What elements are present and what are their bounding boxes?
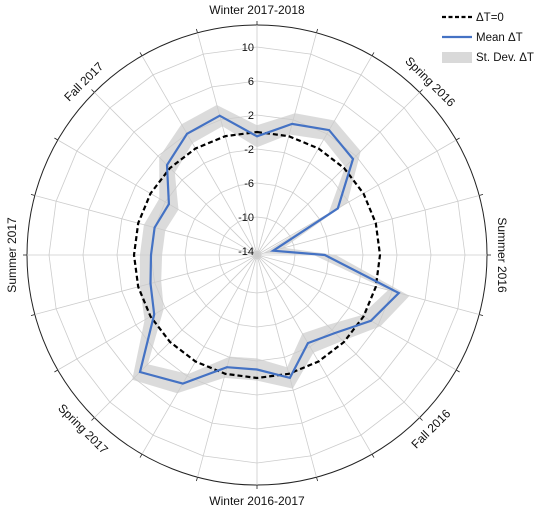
outer-tick-13: [196, 477, 198, 482]
grid-ring--14: [252, 250, 262, 260]
r-tick-label: 10: [242, 42, 254, 54]
outer-tick-20: [54, 137, 59, 141]
mean-point-20: [168, 203, 170, 206]
spoke-15: [94, 254, 258, 418]
outer-tick-11: [316, 477, 318, 482]
legend-swatch-stdev: [442, 52, 472, 63]
season-label: Winter 2016-2017: [209, 494, 305, 508]
zero-reference-line: [132, 130, 382, 380]
mean-point-3: [352, 158, 354, 160]
legend: ΔT=0 Mean ΔT St. Dev. ΔT: [442, 12, 534, 64]
mean-point-23: [218, 114, 221, 117]
mean-point-2: [328, 129, 330, 132]
outer-tick-15: [91, 417, 95, 421]
outer-tick-14: [139, 453, 143, 458]
outer-tick-7: [479, 314, 484, 316]
tick-label-layer: 10 6 2 -2 -6 -10 -14: [238, 42, 254, 258]
mean-point-12: [256, 368, 258, 371]
mean-point-13: [226, 366, 228, 369]
outer-tick-17: [30, 314, 35, 316]
r-tick-label: -2: [244, 144, 254, 156]
grid-ring--10: [218, 216, 296, 294]
spoke-7: [256, 254, 480, 315]
grid-ring--2: [150, 148, 364, 362]
outer-tick-22: [139, 52, 143, 57]
mean-point-9: [334, 332, 336, 334]
legend-label: St. Dev. ΔT: [476, 52, 534, 64]
mean-point-22: [186, 132, 188, 135]
mean-point-8: [370, 319, 372, 322]
r-tick-label: 6: [248, 76, 254, 88]
mean-point-7: [397, 292, 400, 294]
grid-ring-10: [48, 46, 466, 464]
stdev-band-layer: [132, 105, 410, 394]
outer-tick-10: [371, 453, 375, 458]
outer-tick-23: [196, 28, 198, 33]
legend-label: Mean ΔT: [476, 32, 523, 44]
season-label: Winter 2017-2018: [209, 3, 305, 17]
series-layer: [132, 114, 401, 385]
outer-tick-21: [91, 89, 95, 93]
r-tick-label: 2: [248, 110, 254, 122]
legend-label: ΔT=0: [476, 12, 504, 24]
mean-point-5: [272, 249, 275, 252]
mean-point-11: [289, 377, 291, 379]
mean-point-17: [149, 282, 152, 285]
outer-tick-1: [316, 28, 318, 33]
outer-tick-16: [54, 369, 59, 373]
outer-tick-2: [371, 52, 375, 57]
outer-tick-8: [455, 369, 460, 373]
spoke-9: [256, 254, 420, 418]
mean-point-4: [336, 207, 339, 210]
mean-point-1: [291, 123, 293, 125]
outer-tick-5: [479, 194, 484, 196]
mean-point-19: [153, 226, 156, 229]
season-label: Summer 2017: [5, 217, 19, 293]
grid-ring-2: [116, 114, 398, 396]
outer-tick-3: [419, 89, 423, 93]
season-label: Summer 2016: [495, 217, 509, 293]
grid-layer: [23, 21, 491, 489]
mean-point-10: [307, 342, 309, 344]
spoke-3: [256, 92, 420, 256]
mean-point-15: [139, 371, 141, 373]
grid-ring--6: [184, 182, 330, 328]
mean-point-18: [150, 254, 152, 256]
stdev-band: [132, 105, 410, 394]
outer-tick-4: [455, 137, 460, 141]
mean-point-21: [166, 164, 168, 166]
outer-tick-9: [419, 417, 423, 421]
mean-point-16: [153, 313, 156, 316]
r-tick-label: -14: [238, 246, 254, 258]
r-tick-label: -10: [238, 212, 254, 224]
outer-tick-19: [30, 194, 35, 196]
r-tick-label: -6: [244, 178, 254, 190]
mean-point-0: [256, 135, 258, 138]
grid-ring-6: [82, 80, 432, 430]
mean-point-14: [181, 382, 184, 385]
mean-point-6: [323, 254, 326, 256]
